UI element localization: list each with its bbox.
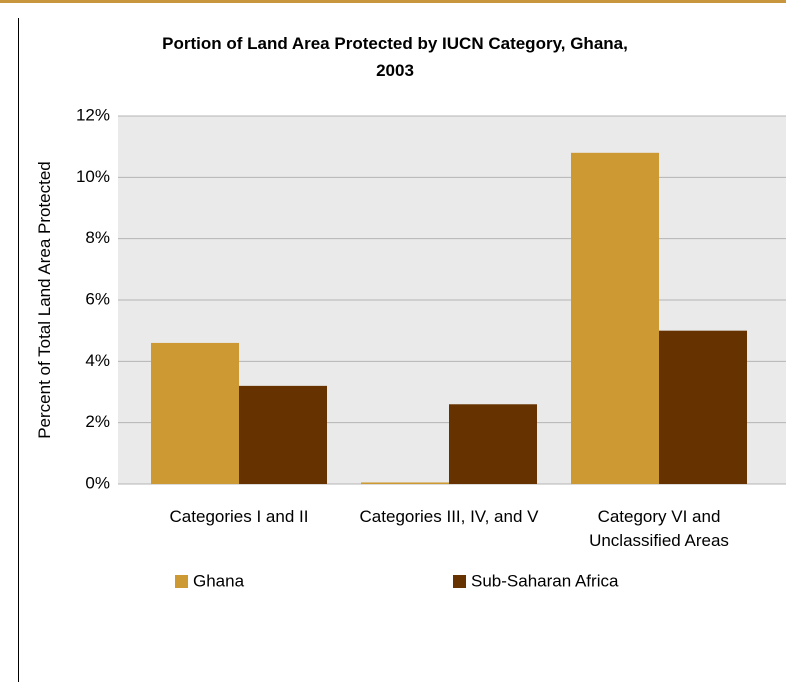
bar (659, 330, 747, 484)
y-tick-label: 6% (85, 289, 110, 308)
bar (449, 404, 537, 484)
legend-swatch (453, 575, 466, 588)
x-tick-label: Categories III, IV, and V (359, 507, 539, 526)
y-tick-label: 12% (76, 105, 110, 124)
top-rule (0, 0, 786, 3)
bar (239, 385, 327, 484)
bar (151, 342, 239, 484)
legend-label: Ghana (193, 571, 245, 590)
y-tick-label: 8% (85, 228, 110, 247)
y-tick-label: 2% (85, 412, 110, 431)
x-tick-label: Category VI and Unclassified Areas (589, 507, 729, 550)
y-tick-label: 0% (85, 473, 110, 492)
y-tick-label: 10% (76, 167, 110, 186)
x-tick-label: Categories I and II (169, 507, 309, 526)
bar (571, 152, 659, 485)
chart-title: Portion of Land Area Protected by IUCN C… (162, 34, 628, 80)
y-axis-label: Percent of Total Land Area Protected (35, 161, 54, 439)
y-tick-label: 4% (85, 351, 110, 370)
legend-label: Sub-Saharan Africa (471, 571, 619, 590)
legend-swatch (175, 575, 188, 588)
bar (361, 482, 449, 484)
